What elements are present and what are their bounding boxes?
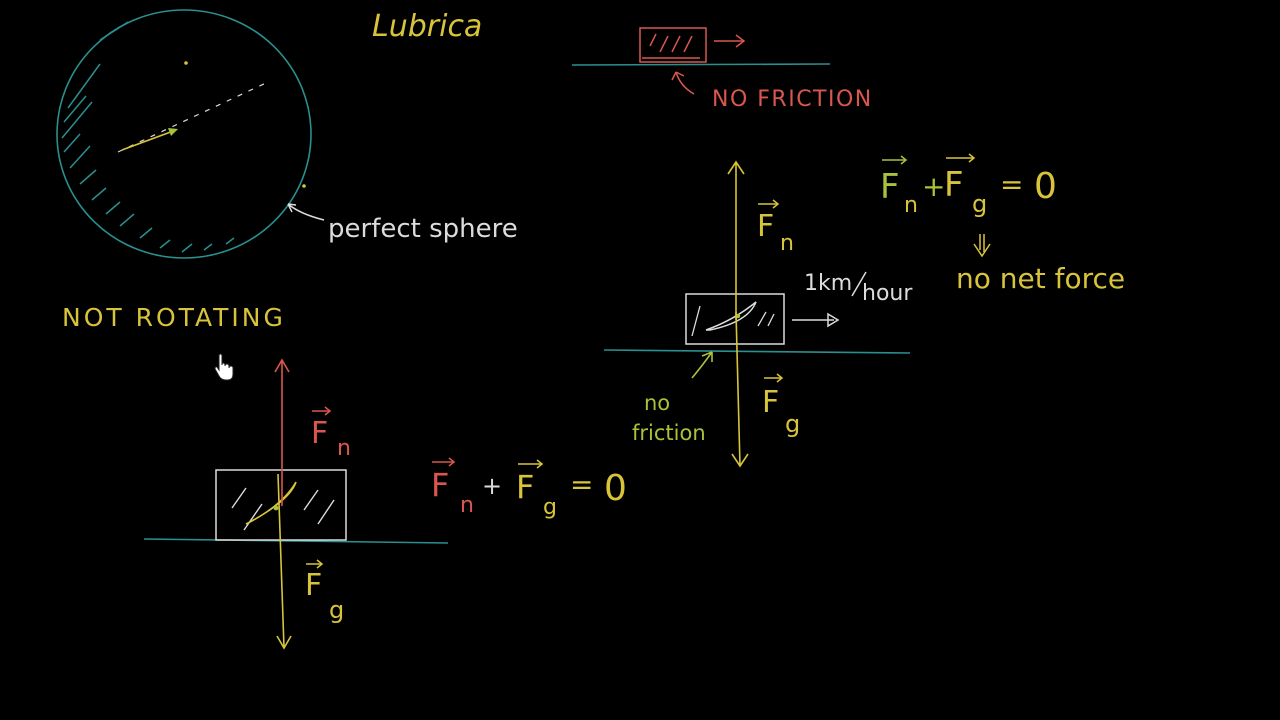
no-friction-caps-label: NO FRICTION [712, 87, 873, 112]
sphere-arrow [121, 129, 177, 151]
left-eq-fn-letter: F [431, 466, 449, 504]
sphere-pointer-arrow [287, 203, 325, 221]
right-ground-line [603, 349, 911, 354]
top-block-hatching [649, 33, 693, 53]
right-block-diagram [603, 160, 911, 468]
sphere-shading [61, 21, 235, 253]
left-eq-equals: = [570, 468, 593, 501]
left-contact-dot [273, 505, 279, 511]
right-fn-subscript: n [780, 231, 794, 256]
sphere-outline [56, 9, 312, 259]
no-net-force-label: no net force [956, 262, 1125, 295]
speed-fraction-slash [851, 271, 867, 297]
left-normal-force-arrow-head [274, 358, 290, 373]
right-fg-label: F g [762, 373, 800, 438]
right-velocity-arrow-head [827, 312, 840, 328]
left-lubricant-smear [245, 481, 297, 525]
right-gravity-arrow-head [731, 453, 749, 468]
left-ground-line [143, 538, 449, 544]
right-block-hatching [691, 305, 775, 337]
lubricant-label: Lubrica [372, 9, 482, 44]
speed-denominator: hour [862, 281, 913, 306]
right-equation: F n + F g = 0 [880, 153, 1057, 258]
right-block [685, 293, 785, 345]
sphere-axis-dashed [117, 81, 269, 153]
left-gravity-arrow-head [276, 635, 292, 650]
sphere-drawing [56, 9, 325, 259]
left-eq-zero: 0 [604, 468, 627, 509]
top-block [639, 27, 707, 63]
top-motion-arrow-head [735, 34, 746, 48]
right-eq-fn-letter: F [880, 167, 900, 207]
right-eq-zero: 0 [1034, 166, 1057, 207]
top-block-diagram [571, 27, 831, 95]
left-block [215, 469, 347, 541]
sphere-arrow-head [168, 128, 178, 136]
left-fn-subscript: n [337, 436, 351, 461]
right-eq-plus: + [922, 170, 945, 203]
right-eq-fg-letter: F [944, 165, 964, 205]
right-no-friction-pointer [691, 351, 713, 379]
left-fg-letter: F [305, 568, 322, 603]
speed-numerator: 1km [804, 271, 852, 296]
sphere-dot-edge [302, 184, 306, 188]
speed-label: 1km hour [804, 271, 913, 306]
top-ground-line [571, 63, 831, 66]
right-eq-fn-subscript: n [904, 193, 918, 218]
no-friction-label-line1: no [644, 391, 670, 415]
left-equation: F n + F g = 0 [431, 457, 627, 520]
left-eq-plus: + [482, 472, 502, 500]
left-fg-subscript: g [329, 596, 344, 624]
left-block-hatching [231, 487, 335, 531]
right-fg-letter: F [762, 385, 779, 420]
no-friction-label-line2: friction [632, 421, 706, 445]
sphere-dot-top [184, 61, 188, 65]
left-eq-fg-subscript: g [543, 495, 557, 520]
right-lubricant-smear [705, 301, 757, 331]
hand-pointer-icon [214, 353, 234, 381]
top-pointer-arrow [671, 71, 695, 95]
right-fn-label: F n [757, 199, 794, 256]
not-rotating-label: NOT ROTATING [62, 303, 286, 332]
right-gravity-arrow [735, 311, 741, 467]
left-fn-letter: F [311, 416, 328, 451]
left-gravity-arrow [277, 473, 285, 649]
implies-down-arrow [973, 234, 991, 258]
left-fn-label: F n [311, 406, 351, 461]
right-fg-subscript: g [785, 410, 800, 438]
left-eq-fn-subscript: n [460, 493, 474, 518]
right-eq-fg-subscript: g [972, 190, 987, 218]
right-normal-force-arrow-head [727, 160, 745, 175]
perfect-sphere-label: perfect sphere [328, 214, 518, 244]
left-eq-fg-letter: F [516, 468, 534, 506]
right-eq-equals: = [1000, 168, 1023, 201]
right-fn-letter: F [757, 209, 774, 244]
left-block-diagram [143, 358, 449, 650]
left-fg-label: F g [305, 559, 344, 624]
